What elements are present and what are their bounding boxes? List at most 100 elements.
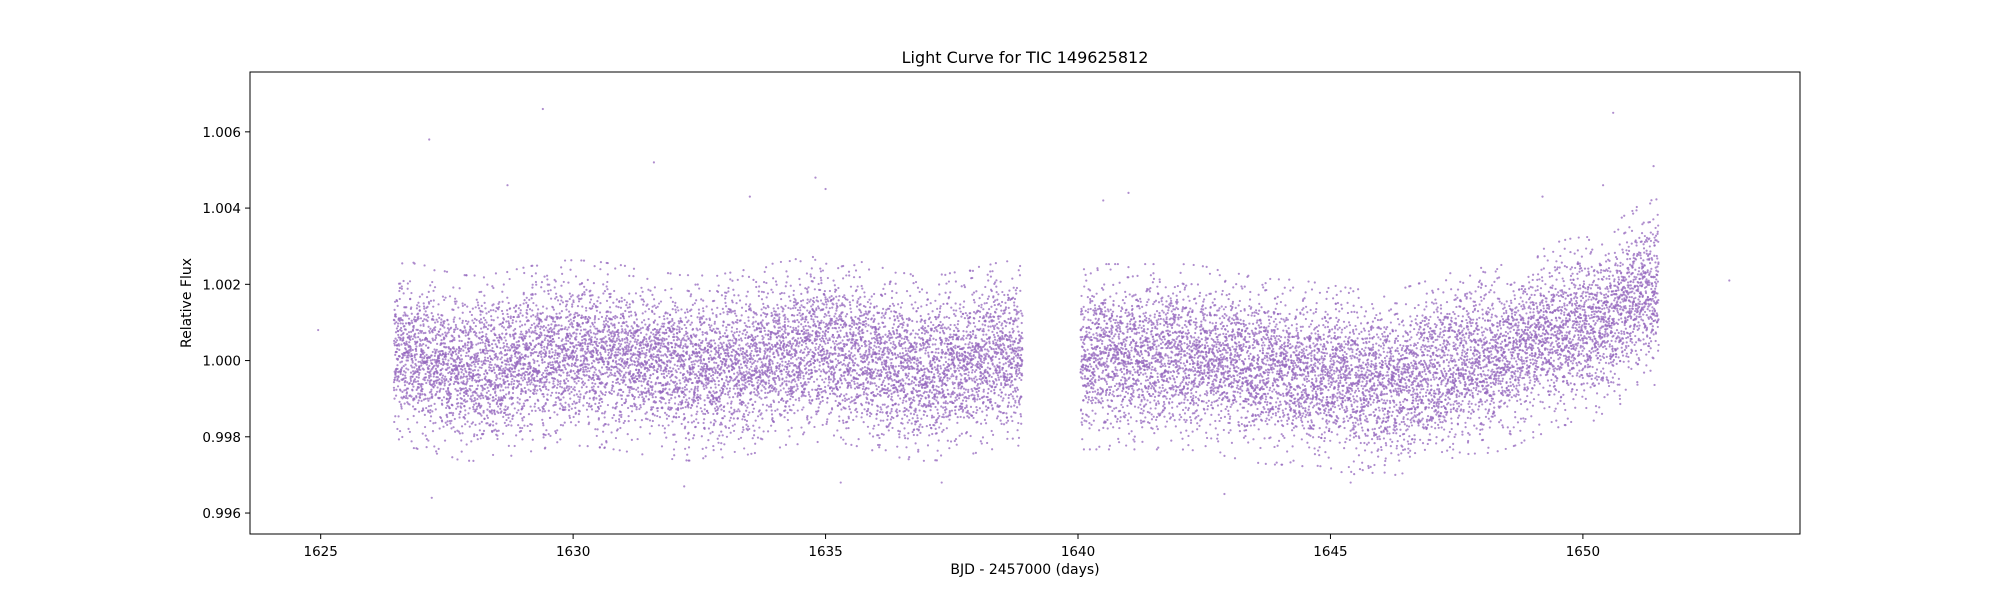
data-point <box>445 335 448 338</box>
data-point <box>419 394 422 397</box>
data-point <box>640 371 643 374</box>
data-point <box>630 438 633 441</box>
data-point <box>589 343 592 346</box>
data-point <box>567 348 570 351</box>
data-point <box>660 372 663 376</box>
data-point <box>545 351 548 355</box>
data-point <box>532 301 535 305</box>
data-point <box>663 431 666 434</box>
data-point <box>521 356 525 359</box>
data-point <box>733 372 736 375</box>
data-point <box>696 399 700 402</box>
data-point <box>489 423 492 426</box>
data-point <box>714 383 717 386</box>
data-point <box>561 338 564 341</box>
data-point <box>483 417 486 420</box>
data-point <box>485 333 488 336</box>
data-point <box>590 340 593 343</box>
data-point <box>711 367 714 370</box>
data-point <box>530 323 533 327</box>
data-point <box>587 378 590 382</box>
data-point <box>415 353 418 356</box>
data-point <box>427 405 431 408</box>
data-point <box>626 406 630 410</box>
data-point <box>592 385 595 388</box>
data-point <box>518 382 521 386</box>
data-point <box>676 364 679 367</box>
data-point <box>591 323 595 326</box>
data-point <box>704 374 708 377</box>
data-point <box>671 373 674 376</box>
data-point <box>481 394 484 397</box>
data-point <box>513 367 517 370</box>
data-point <box>394 315 398 318</box>
data-point <box>418 371 421 375</box>
data-point <box>553 357 556 360</box>
data-point <box>500 309 504 313</box>
data-point <box>638 407 641 411</box>
data-point <box>493 409 496 412</box>
data-point <box>575 393 578 396</box>
data-point <box>723 415 726 418</box>
data-point <box>474 365 477 368</box>
data-point <box>622 317 626 320</box>
data-point <box>634 311 637 314</box>
data-point <box>490 315 493 318</box>
data-point <box>413 378 417 381</box>
data-point <box>495 375 498 378</box>
data-point <box>449 326 453 329</box>
data-point <box>523 386 526 390</box>
data-point <box>449 392 453 396</box>
data-point <box>585 401 589 405</box>
data-point <box>528 379 531 382</box>
data-point <box>396 304 399 308</box>
data-point <box>630 359 633 362</box>
data-point <box>442 322 445 325</box>
data-point <box>731 354 734 357</box>
data-point <box>708 289 711 293</box>
data-point <box>415 388 418 391</box>
data-point <box>592 376 595 379</box>
data-point <box>608 337 611 340</box>
data-point <box>486 396 490 399</box>
data-point <box>646 370 649 373</box>
data-point <box>417 392 420 395</box>
data-point <box>692 401 695 404</box>
data-point <box>482 316 485 319</box>
data-point <box>394 313 397 316</box>
data-point <box>500 338 503 341</box>
data-point <box>453 300 456 303</box>
data-point <box>439 328 442 331</box>
data-point <box>406 336 410 339</box>
data-point <box>400 369 403 372</box>
data-point <box>632 267 636 270</box>
data-point <box>607 353 610 357</box>
data-point <box>700 317 704 320</box>
data-point <box>466 322 469 325</box>
data-point <box>702 310 705 313</box>
data-point <box>708 318 712 322</box>
data-point <box>491 285 494 288</box>
data-point <box>458 432 462 435</box>
data-point <box>509 359 513 362</box>
data-point <box>506 357 509 360</box>
data-point <box>512 329 515 332</box>
data-point <box>740 366 744 369</box>
data-point <box>699 394 702 397</box>
data-point <box>613 324 616 327</box>
data-point <box>568 416 572 419</box>
data-point <box>431 331 434 334</box>
data-point <box>410 353 413 356</box>
data-point <box>531 264 534 267</box>
data-point <box>406 287 409 290</box>
data-point <box>415 364 418 367</box>
data-point <box>584 317 587 320</box>
data-point <box>736 278 739 281</box>
data-point <box>428 331 431 334</box>
data-point <box>596 332 599 335</box>
data-point <box>644 310 647 313</box>
data-point <box>571 303 574 306</box>
data-point <box>446 423 449 426</box>
data-point <box>722 334 725 338</box>
data-point <box>443 379 446 383</box>
